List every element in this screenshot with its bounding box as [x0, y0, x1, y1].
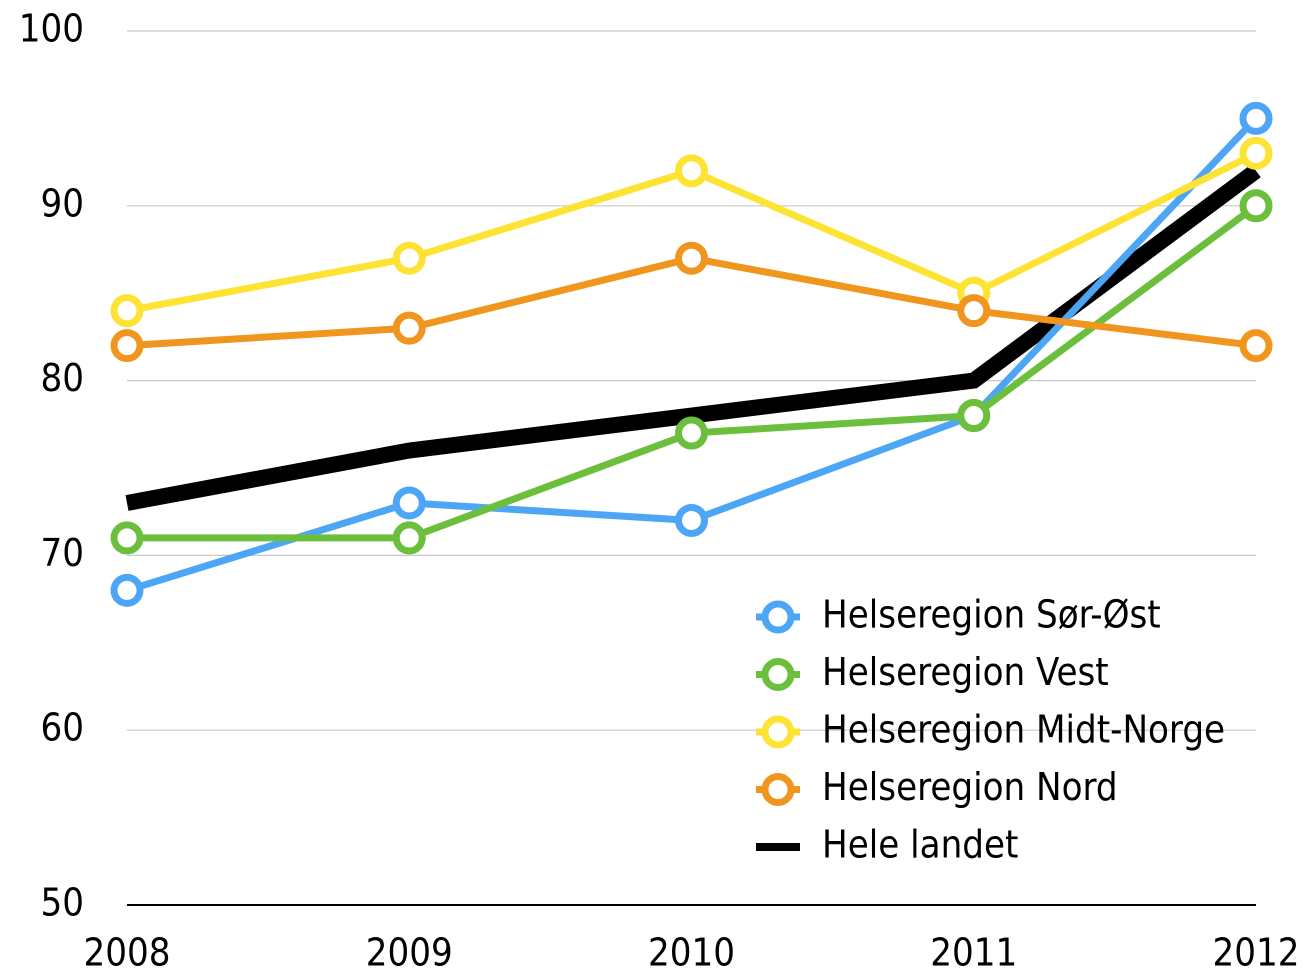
y-tick-label: 50 [41, 881, 85, 925]
data-point [957, 294, 991, 328]
legend-label: Helseregion Sør-Øst [822, 593, 1161, 637]
legend-label: Hele landet [822, 823, 1018, 867]
x-tick-label: 2011 [930, 931, 1017, 975]
data-point [675, 241, 708, 275]
legend-marker [761, 773, 795, 806]
y-tick-label: 60 [41, 706, 85, 750]
data-point [110, 521, 144, 555]
data-point [110, 573, 144, 607]
y-tick-label: 80 [41, 356, 85, 400]
data-point [392, 521, 426, 555]
legend-marker [761, 658, 795, 691]
data-point [392, 486, 426, 520]
data-point [675, 503, 708, 537]
series-line [125, 164, 1261, 511]
data-point [1239, 189, 1273, 223]
data-point [392, 241, 426, 275]
y-tick-label: 70 [41, 531, 85, 575]
x-tick-label: 2008 [84, 931, 171, 975]
data-point [1239, 136, 1273, 170]
legend-marker [761, 715, 795, 749]
data-point [110, 329, 144, 363]
data-point [1239, 101, 1273, 135]
data-point [675, 416, 708, 450]
legend-marker [761, 600, 795, 634]
y-tick-label: 100 [19, 7, 84, 51]
x-tick-label: 2009 [366, 931, 453, 975]
x-tick-label: 2012 [1213, 931, 1300, 975]
data-point [392, 311, 426, 345]
data-point [957, 399, 991, 433]
data-point [1239, 329, 1273, 363]
data-point [675, 154, 708, 188]
legend-label: Helseregion Nord [822, 765, 1118, 809]
legend-label: Helseregion Midt-Norge [822, 708, 1225, 752]
data-point [110, 294, 144, 328]
y-tick-label: 90 [41, 181, 85, 225]
legend-label: Helseregion Vest [822, 650, 1109, 694]
x-tick-label: 2010 [648, 931, 735, 975]
